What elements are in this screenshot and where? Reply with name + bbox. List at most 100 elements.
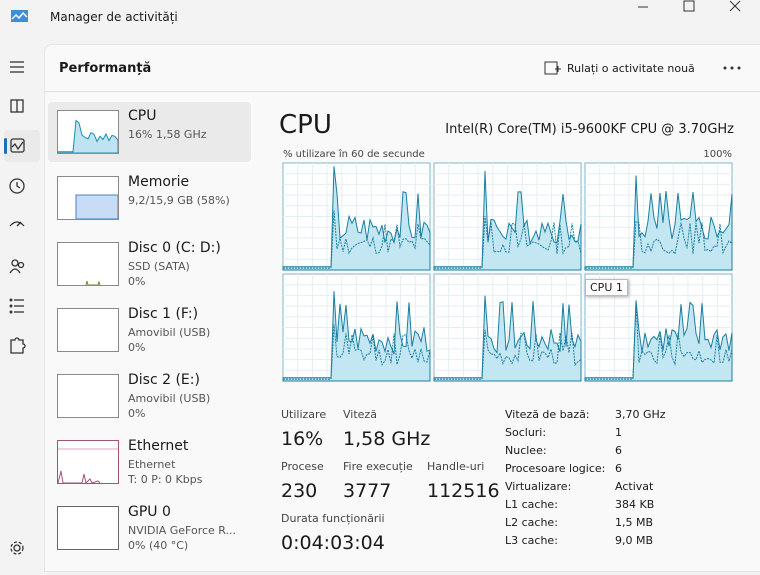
device-item[interactable]: CPU 16% 1,58 GHz — [48, 102, 251, 162]
cpu-model: Intel(R) Core(TM) i5-9600KF CPU @ 3.70GH… — [445, 122, 734, 137]
device-thumbnail — [57, 110, 119, 154]
stat-label: Durata funcționării — [281, 512, 385, 525]
kernel-line — [283, 324, 431, 380]
device-item[interactable]: Ethernet Ethernet T: 0 P: 0 Kbps — [48, 432, 251, 492]
spec-label: Socluri: — [505, 426, 547, 439]
device-name: CPU — [128, 108, 157, 124]
panel-title: CPU — [279, 110, 332, 140]
device-thumbnail — [57, 308, 119, 352]
device-name: Disc 2 (E:) — [128, 372, 200, 388]
spec-label: L1 cache: — [505, 498, 558, 511]
core-graphs — [282, 162, 733, 382]
device-detail: 0% — [128, 275, 146, 288]
thumbnail-graph — [85, 280, 101, 286]
thumbnail-graph — [57, 448, 118, 484]
stat-label: Utilizare — [281, 408, 327, 421]
spec-label: Procesoare logice: — [505, 462, 606, 475]
core-graph — [282, 162, 431, 271]
device-thumbnail — [57, 242, 119, 286]
device-detail: NVIDIA GeForce R... — [128, 524, 237, 537]
thumbnail-graph — [57, 119, 119, 154]
stat-label: Procese — [281, 460, 324, 473]
device-detail: SSD (SATA) — [128, 260, 190, 273]
spec-value: 9,0 MB — [615, 534, 654, 547]
nav-rail[interactable] — [0, 50, 44, 570]
thumb-area — [85, 280, 101, 286]
device-detail: 0% (40 °C) — [128, 539, 189, 552]
device-detail: Amovibil (USB) — [128, 326, 211, 339]
device-detail: 0% — [128, 407, 146, 420]
thumbnail-graph — [58, 375, 118, 417]
device-item[interactable]: Disc 0 (C: D:) SSD (SATA) 0% — [48, 234, 251, 294]
device-thumbnail — [57, 506, 119, 550]
thumb-area — [75, 194, 119, 220]
new-task-icon[interactable] — [544, 60, 562, 78]
usage-area — [433, 295, 582, 382]
stat-value: 3777 — [343, 480, 392, 502]
device-name: Disc 1 (F:) — [128, 306, 199, 322]
kernel-line — [585, 220, 733, 269]
more-menu[interactable] — [722, 63, 742, 73]
spec-label: Viteză de bază: — [505, 408, 590, 421]
device-item[interactable]: Disc 1 (F:) Amovibil (USB) 0% — [48, 300, 251, 360]
window-controls[interactable] — [630, 0, 760, 14]
device-item[interactable]: Memorie 9,2/15,9 GB (58%) — [48, 168, 251, 228]
thumbnail-graph — [58, 309, 118, 351]
spec-value: 6 — [615, 462, 622, 475]
divider — [45, 91, 760, 92]
device-name: Ethernet — [128, 438, 189, 454]
graph-max: 100% — [703, 149, 732, 160]
spec-value: 384 KB — [615, 498, 655, 511]
graph-label: % utilizare în 60 de secunde — [283, 149, 425, 160]
device-item[interactable]: GPU 0 NVIDIA GeForce R... 0% (40 °C) — [48, 498, 251, 558]
usage-area — [584, 300, 733, 382]
spec-label: Nuclee: — [505, 444, 547, 457]
tooltip: CPU 1 — [585, 279, 628, 296]
kernel-line — [283, 210, 431, 269]
kernel-line — [434, 216, 582, 269]
page-title: Performanță — [59, 61, 152, 76]
device-detail: Amovibil (USB) — [128, 392, 211, 405]
device-detail: Ethernet — [128, 458, 176, 471]
usage-area — [282, 166, 431, 271]
device-item[interactable]: Disc 2 (E:) Amovibil (USB) 0% — [48, 366, 251, 426]
spec-value: 1,5 MB — [615, 516, 654, 529]
usage-area — [584, 175, 733, 271]
stat-value: 0:04:03:04 — [281, 532, 385, 554]
stat-label: Viteză — [343, 408, 377, 421]
thumb-area — [57, 119, 119, 154]
spec-label: L2 cache: — [505, 516, 558, 529]
stat-label: Fire execuție — [343, 460, 413, 473]
stat-value: 112516 — [427, 480, 500, 502]
spec-value: 3,70 GHz — [615, 408, 666, 421]
kernel-line — [585, 303, 733, 380]
device-thumbnail — [57, 176, 119, 220]
core-graph — [584, 162, 733, 271]
device-detail: T: 0 P: 0 Kbps — [128, 473, 203, 486]
device-name: Disc 0 (C: D:) — [128, 240, 221, 256]
spec-value: Activat — [615, 480, 654, 493]
spec-label: Virtualizare: — [505, 480, 572, 493]
device-name: GPU 0 — [128, 504, 171, 520]
stat-value: 1,58 GHz — [343, 428, 431, 450]
stat-value: 16% — [281, 428, 324, 450]
window-title: Manager de activități — [50, 10, 178, 24]
thumbnail-graph — [75, 194, 119, 220]
core-graph — [433, 273, 582, 382]
device-thumbnail — [57, 374, 119, 418]
app-icon — [11, 10, 28, 22]
device-detail: 16% 1,58 GHz — [128, 128, 207, 141]
spec-label: L3 cache: — [505, 534, 558, 547]
spec-value: 6 — [615, 444, 622, 457]
new-task-button[interactable]: Rulați o activitate nouă — [567, 62, 695, 75]
thumbnail-graph — [58, 507, 118, 549]
device-name: Memorie — [128, 174, 190, 190]
core-graph — [282, 273, 431, 382]
spec-value: 1 — [615, 426, 622, 439]
usage-area — [433, 170, 582, 271]
device-detail: 9,2/15,9 GB (58%) — [128, 194, 230, 207]
thumb-area — [57, 470, 101, 484]
kernel-line — [434, 329, 582, 380]
device-thumbnail — [57, 440, 119, 484]
